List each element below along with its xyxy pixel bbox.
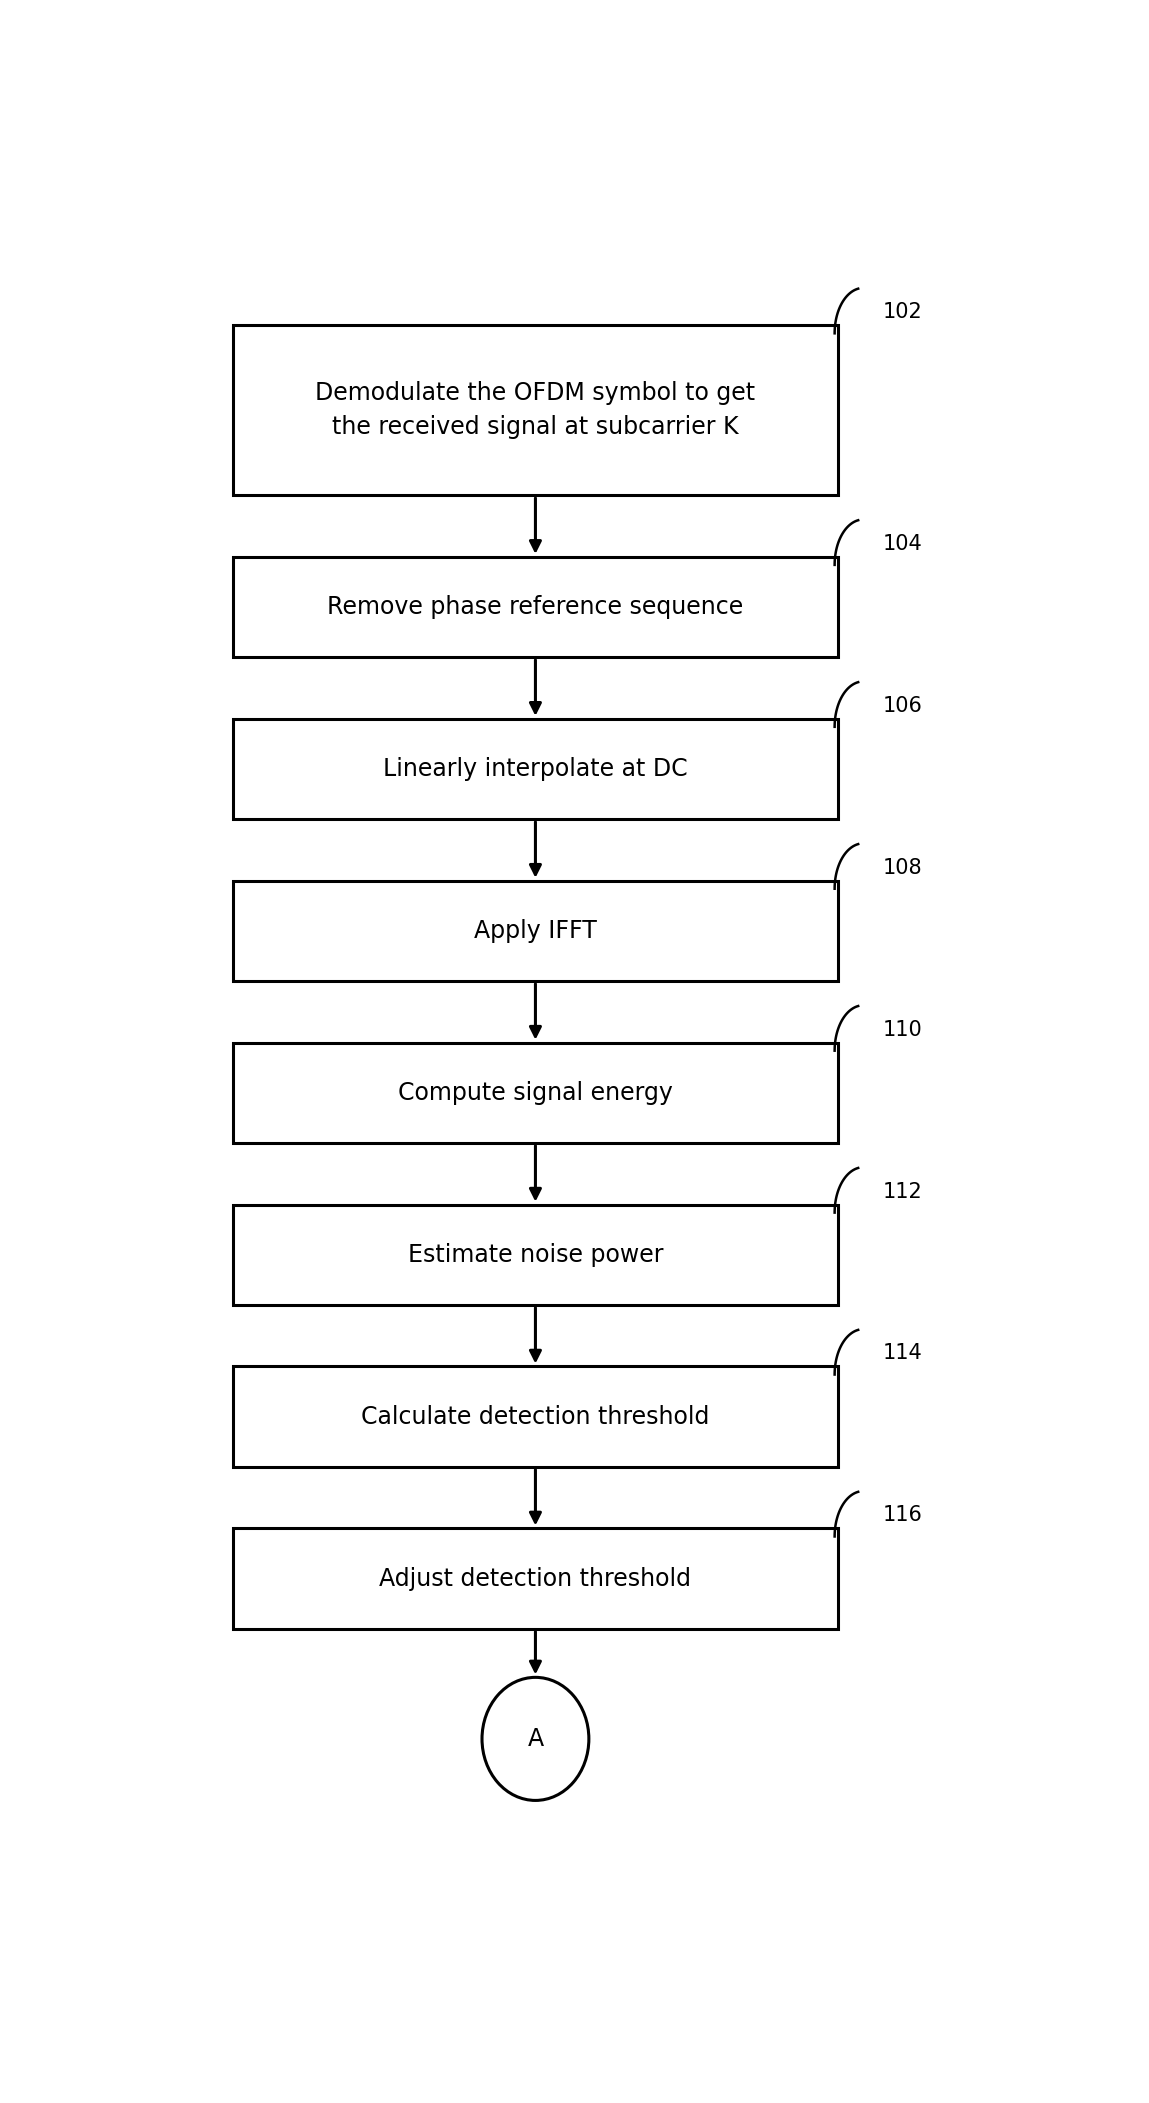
Bar [232, 719, 839, 818]
Text: 106: 106 [882, 696, 923, 715]
Text: Calculate detection threshold: Calculate detection threshold [361, 1405, 710, 1428]
Text: 114: 114 [882, 1344, 923, 1363]
Text: 108: 108 [882, 858, 923, 877]
Bar [232, 557, 839, 656]
Bar [232, 881, 839, 980]
Text: 110: 110 [882, 1020, 923, 1039]
Text: Adjust detection threshold: Adjust detection threshold [379, 1567, 692, 1590]
Ellipse shape [483, 1678, 589, 1800]
Text: 112: 112 [882, 1182, 923, 1201]
Text: Demodulate the OFDM symbol to get
the received signal at subcarrier K: Demodulate the OFDM symbol to get the re… [315, 381, 756, 440]
Text: Remove phase reference sequence: Remove phase reference sequence [327, 595, 743, 618]
Text: A: A [527, 1727, 543, 1752]
Text: Linearly interpolate at DC: Linearly interpolate at DC [383, 757, 688, 780]
Text: 104: 104 [882, 534, 923, 553]
Bar [232, 1043, 839, 1142]
Text: Compute signal energy: Compute signal energy [398, 1081, 673, 1104]
Bar [232, 1367, 839, 1466]
Text: 102: 102 [882, 303, 923, 322]
Bar [232, 1529, 839, 1628]
Bar [232, 326, 839, 494]
Bar [232, 1205, 839, 1304]
Text: 116: 116 [882, 1506, 923, 1525]
Text: Estimate noise power: Estimate noise power [408, 1243, 663, 1266]
Text: Apply IFFT: Apply IFFT [475, 919, 596, 942]
